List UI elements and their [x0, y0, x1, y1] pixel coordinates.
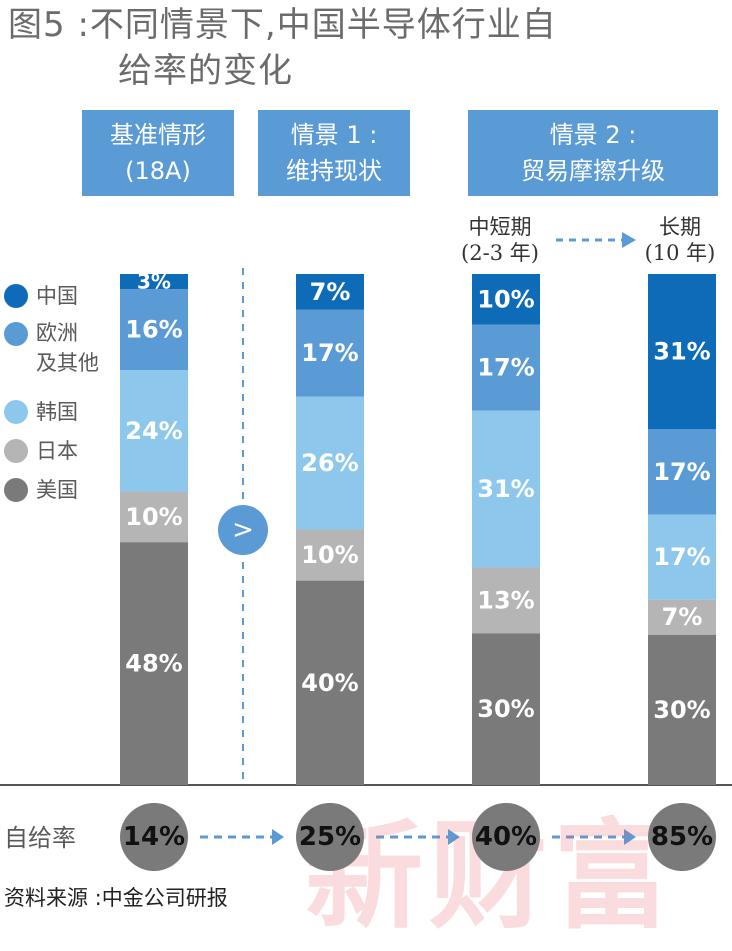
- data-label-korea-1: 26%: [301, 449, 358, 477]
- legend-item-usa: 美国: [4, 474, 78, 506]
- legend-label-usa: 美国: [36, 478, 78, 502]
- data-label-usa-0: 48%: [125, 650, 182, 678]
- legend-label-europe: 欧洲 及其他: [36, 321, 99, 375]
- bar-segment-korea-1: [296, 396, 364, 530]
- data-label-japan-1: 10%: [301, 541, 358, 569]
- bar-segment-europe-3: [648, 429, 716, 515]
- subperiod-long-term-line2: (10 年): [644, 241, 716, 265]
- chart-title: 图5 :不同情景下,中国半导体行业自 给率的变化: [8, 2, 728, 94]
- scenario-1-line2: 维持现状: [286, 157, 382, 185]
- scenario-2: 情景 2 : 贸易摩擦升级: [468, 110, 718, 196]
- bar-segment-china-0: [120, 274, 188, 290]
- self-sufficiency-circle-baseline: 14%: [120, 803, 188, 871]
- subperiod-long-term: 长期 (10 年): [628, 214, 732, 266]
- subperiod-short-term: 中短期 (2-3 年): [440, 214, 560, 266]
- scenario-1-line1: 情景 1 :: [290, 121, 378, 149]
- bar-segment-usa-1: [296, 580, 364, 785]
- self-sufficiency-label: 自给率: [4, 824, 76, 852]
- data-label-china-3: 31%: [653, 338, 710, 366]
- legend-label-china: 中国: [36, 284, 78, 308]
- scenario-baseline: 基准情形 (18A): [82, 110, 234, 196]
- bar-segment-usa-0: [120, 542, 188, 785]
- bar-segment-europe-1: [296, 309, 364, 397]
- self-sufficiency-arrow-head-0: [272, 829, 284, 845]
- scenario-baseline-line1: 基准情形: [110, 121, 206, 149]
- legend-item-europe: 欧洲 及其他: [4, 318, 99, 386]
- legend-swatch-europe: [4, 322, 28, 346]
- self-sufficiency-circle-scenario1: 25%: [296, 803, 364, 871]
- legend-swatch-korea: [4, 400, 28, 424]
- legend-item-china: 中国: [4, 280, 78, 312]
- bar-segment-japan-0: [120, 491, 188, 543]
- data-label-china-2: 10%: [477, 285, 534, 313]
- legend-swatch-usa: [4, 478, 28, 502]
- subperiod-short-term-line1: 中短期: [468, 215, 532, 239]
- self-sufficiency-circle-short-term: 40%: [472, 803, 540, 871]
- bar-segment-japan-3: [648, 599, 716, 635]
- legend-item-korea: 韩国: [4, 396, 78, 428]
- legend-swatch-japan: [4, 439, 28, 463]
- title-line-2: 给率的变化: [118, 51, 293, 91]
- title-line-1: 图5 :不同情景下,中国半导体行业自: [8, 5, 557, 45]
- legend-swatch-china: [4, 284, 28, 308]
- data-label-china-1: 7%: [310, 278, 351, 306]
- self-sufficiency-arrow-head-2: [624, 829, 636, 845]
- bar-segment-korea-2: [472, 410, 540, 568]
- data-label-korea-3: 17%: [653, 543, 710, 571]
- stacked-bar-chart: 48% 10% 24% 16% 3% 40% 10% 26% 17% 7% 30% 13% 31% 17%…: [0, 232, 732, 845]
- bar-segment-korea-0: [120, 370, 188, 492]
- bar-segment-korea-3: [648, 514, 716, 600]
- scenario-baseline-line2: (18A): [125, 157, 191, 185]
- period-arrow-head: [622, 232, 636, 248]
- data-label-japan-0: 10%: [125, 503, 182, 531]
- legend-label-korea: 韩国: [36, 400, 78, 424]
- data-label-europe-0: 16%: [125, 316, 182, 344]
- legend-label-japan: 日本: [36, 439, 78, 463]
- subperiod-short-term-line2: (2-3 年): [461, 241, 539, 265]
- data-label-japan-2: 13%: [477, 586, 534, 614]
- self-sufficiency-circle-long-term: 85%: [648, 803, 716, 871]
- data-label-china-0: 3%: [137, 270, 171, 294]
- data-label-europe-1: 17%: [301, 339, 358, 367]
- bar-segment-europe-2: [472, 324, 540, 411]
- data-label-europe-2: 17%: [477, 354, 534, 382]
- data-label-europe-3: 17%: [653, 458, 710, 486]
- scenario-1: 情景 1 : 维持现状: [258, 110, 410, 196]
- data-label-usa-3: 30%: [653, 696, 710, 724]
- scenario-2-line2: 贸易摩擦升级: [521, 157, 665, 185]
- self-sufficiency-arrow-head-1: [448, 829, 460, 845]
- data-label-usa-2: 30%: [477, 695, 534, 723]
- data-label-korea-2: 31%: [477, 475, 534, 503]
- scenario-arrow-icon: >: [218, 505, 268, 555]
- source-note: 资料来源 :中金公司研报: [4, 886, 228, 910]
- bar-segment-japan-1: [296, 529, 364, 581]
- data-label-usa-1: 40%: [301, 669, 358, 697]
- bar-segment-usa-3: [648, 634, 716, 785]
- bar-segment-china-2: [472, 274, 540, 325]
- bar-segment-europe-0: [120, 289, 188, 371]
- data-label-japan-3: 7%: [662, 603, 703, 631]
- bar-segment-china-1: [296, 274, 364, 310]
- subperiod-long-term-line1: 长期: [659, 215, 701, 239]
- scenario-2-line1: 情景 2 :: [549, 121, 637, 149]
- bar-segment-japan-2: [472, 567, 540, 634]
- data-label-korea-0: 24%: [125, 417, 182, 445]
- bar-segment-china-3: [648, 274, 716, 430]
- bar-segment-usa-2: [472, 633, 540, 785]
- legend-item-japan: 日本: [4, 435, 78, 467]
